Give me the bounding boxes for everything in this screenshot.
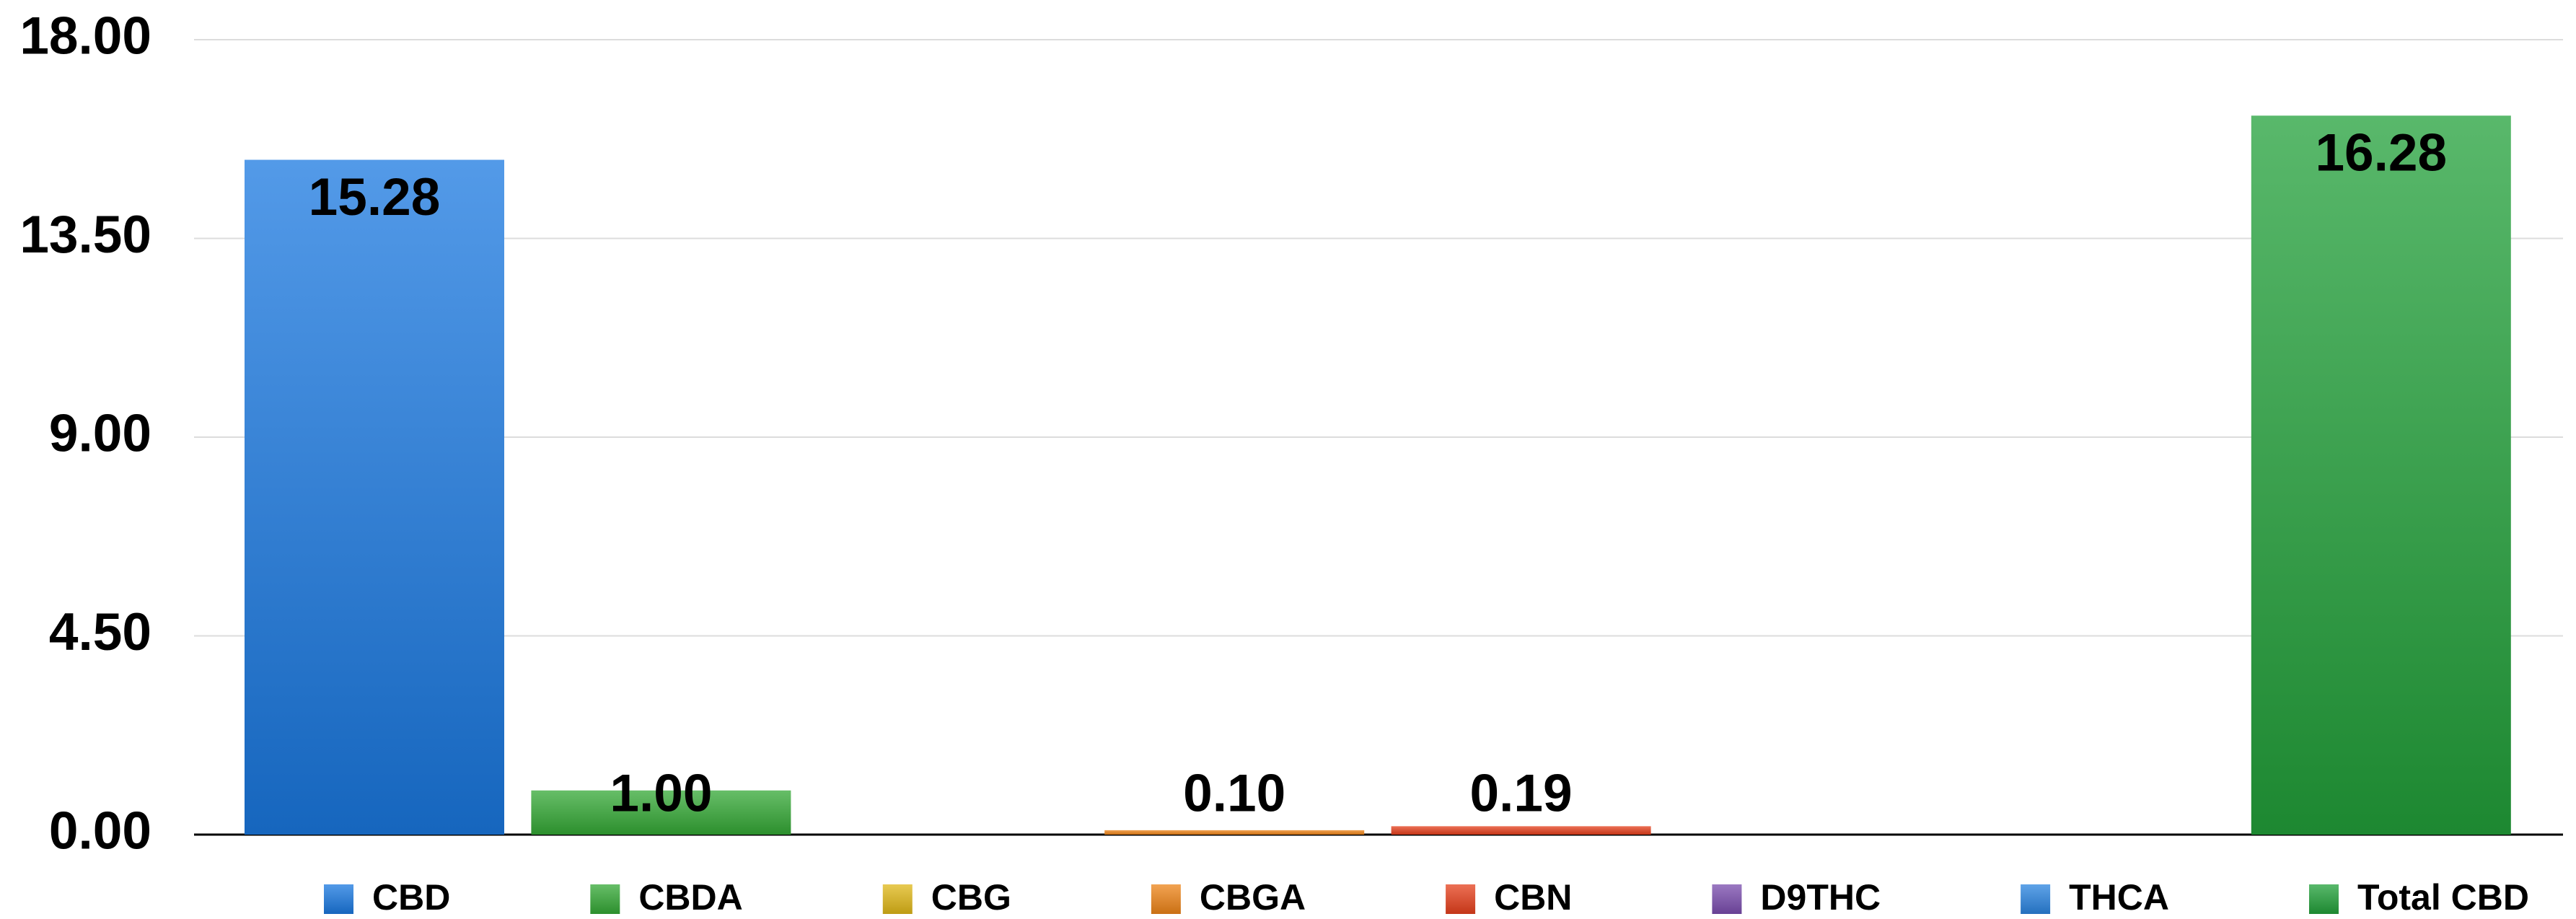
value-label: 0.19 — [1470, 764, 1573, 822]
legend-swatch — [1446, 884, 1476, 914]
legend-label: CBGA — [1200, 877, 1306, 918]
legend-swatch — [1151, 884, 1181, 914]
legend-label: CBG — [931, 877, 1011, 918]
bar — [245, 159, 504, 835]
legend-swatch — [590, 884, 620, 914]
value-labels: 15.28 1.00 0.10 0.19 16.28 — [309, 124, 2447, 823]
legend-label: THCA — [2069, 877, 2169, 918]
legend-swatch — [882, 884, 913, 914]
value-label: 16.28 — [2315, 124, 2447, 183]
bar — [531, 790, 791, 835]
y-tick-label: 0.00 — [49, 801, 151, 860]
value-label: 1.00 — [610, 764, 712, 822]
y-tick-label: 4.50 — [49, 603, 151, 661]
legend-swatch — [2021, 884, 2051, 914]
legend-label: CBN — [1494, 877, 1572, 918]
legend-label: CBD — [372, 877, 450, 918]
value-label: 15.28 — [309, 168, 441, 227]
y-tick-label: 9.00 — [49, 404, 151, 462]
y-tick-label: 18.00 — [19, 6, 151, 65]
value-label: 0.10 — [1183, 764, 1285, 822]
bar — [1104, 830, 1365, 835]
legend-label: CBDA — [638, 877, 742, 918]
legend-label: D9THC — [1760, 877, 1881, 918]
bar — [2251, 115, 2511, 835]
legend-swatch — [324, 884, 353, 914]
legend-swatch — [1712, 884, 1742, 914]
y-tick-label: 13.50 — [19, 206, 151, 264]
legend-label: Total CBD — [2357, 877, 2529, 918]
bar — [1391, 826, 1651, 835]
legend-swatch — [2308, 884, 2339, 914]
